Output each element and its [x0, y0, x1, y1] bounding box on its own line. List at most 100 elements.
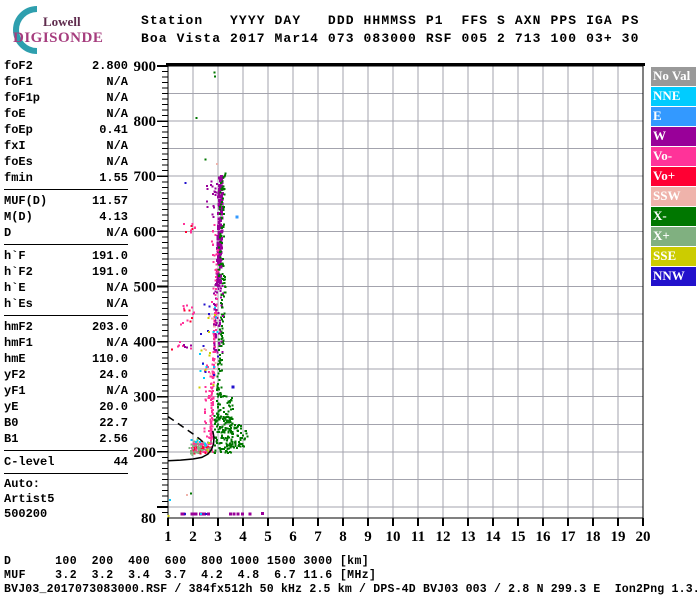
param-row: fxI N/A	[4, 138, 128, 154]
param-row: hmF2 203.0	[4, 319, 128, 335]
param-label: foEp	[4, 123, 33, 137]
svg-text:400: 400	[134, 335, 157, 351]
param-value: 24.0	[99, 368, 128, 382]
param-label: h`E	[4, 281, 26, 295]
param-row: foF1p N/A	[4, 90, 128, 106]
divider	[4, 189, 128, 190]
param-label: hmE	[4, 352, 26, 366]
param-row: MUF(D) 11.57	[4, 193, 128, 209]
param-value: 203.0	[91, 320, 128, 334]
svg-text:17: 17	[561, 529, 577, 545]
legend-label: SSW	[653, 188, 681, 203]
station-header: Station YYYY DAY DDD HHMMSS P1 FFS S AXN…	[141, 12, 639, 48]
svg-text:5: 5	[264, 529, 272, 545]
param-label: C-level	[4, 455, 55, 469]
param-value: N/A	[106, 139, 128, 153]
param-value: 191.0	[91, 265, 128, 279]
svg-text:80: 80	[141, 511, 156, 527]
logo-text-lowell: Lowell	[43, 14, 81, 29]
param-value: N/A	[106, 336, 128, 350]
param-row: C-level 44	[4, 454, 128, 470]
svg-text:6: 6	[289, 529, 297, 545]
legend-item: SSE	[651, 247, 696, 266]
autoscaling-text: Auto:	[4, 477, 41, 491]
svg-text:200: 200	[134, 445, 157, 461]
svg-text:14: 14	[486, 529, 502, 545]
param-label: MUF(D)	[4, 194, 48, 208]
param-value: N/A	[106, 91, 128, 105]
divider	[4, 244, 128, 245]
legend-item: SSW	[651, 187, 696, 206]
param-label: fmin	[4, 171, 33, 185]
param-value: 191.0	[91, 249, 128, 263]
param-row: yE 20.0	[4, 399, 128, 415]
param-row: B1 2.56	[4, 431, 128, 447]
svg-text:7: 7	[314, 529, 322, 545]
legend-label: E	[653, 108, 662, 123]
legend-label: Vo-	[653, 148, 673, 163]
param-value: 0.41	[99, 123, 128, 137]
param-row: h`Es N/A	[4, 296, 128, 312]
param-label: D	[4, 226, 12, 240]
autoscaling-info: Artist5	[4, 492, 128, 507]
param-label: foF2	[4, 59, 33, 73]
lowell-digisonde-logo: Lowell DIGISONDE	[4, 6, 134, 56]
param-label: yF1	[4, 384, 26, 398]
logo-arc-icon	[13, 6, 38, 54]
file-info-line: BVJ03_2017073083000.RSF / 384fx512h 50 k…	[4, 583, 700, 596]
param-value: 2.56	[99, 432, 128, 446]
svg-text:18: 18	[586, 529, 601, 545]
plot-border	[166, 63, 645, 519]
legend-item: X+	[651, 227, 696, 246]
station-header-values: Boa Vista 2017 Mar14 073 083000 RSF 005 …	[141, 31, 640, 46]
logo-text-digisonde: DIGISONDE	[13, 30, 104, 46]
svg-text:12: 12	[436, 529, 451, 545]
legend-item: W	[651, 127, 696, 146]
muf-distance-table: D 100 200 400 600 800 1000 1500 3000 [km…	[4, 555, 376, 583]
param-value: N/A	[106, 155, 128, 169]
y-axis-ticks	[157, 65, 168, 513]
svg-text:300: 300	[134, 390, 157, 406]
param-row: yF1 N/A	[4, 383, 128, 399]
muf-row: MUF 3.2 3.2 3.4 3.7 4.2 4.8 6.7 11.6 [MH…	[4, 569, 377, 582]
param-value: 44	[113, 455, 128, 469]
svg-text:2: 2	[189, 529, 197, 545]
svg-text:4: 4	[239, 529, 247, 545]
x-axis-labels: 1 2 3 4 5 6 7 8 9 10 11 12 13 14 15 16 17 18 19 20	[164, 529, 650, 545]
param-label: foF1p	[4, 91, 41, 105]
param-label: foE	[4, 107, 26, 121]
autoscaling-info: 500200	[4, 507, 128, 522]
param-row: B0 22.7	[4, 415, 128, 431]
autoscaling-text: 500200	[4, 507, 48, 521]
echo-points	[167, 71, 264, 517]
svg-text:11: 11	[411, 529, 425, 545]
param-value: 110.0	[91, 352, 128, 366]
param-row: foF1 N/A	[4, 74, 128, 90]
divider	[4, 473, 128, 474]
divider	[4, 315, 128, 316]
param-value: N/A	[106, 107, 128, 121]
param-label: foF1	[4, 75, 33, 89]
svg-text:15: 15	[511, 529, 526, 545]
legend-label: X+	[653, 228, 670, 243]
svg-text:16: 16	[536, 529, 552, 545]
x-axis-ticks	[167, 518, 644, 526]
legend-item: NNW	[651, 267, 696, 286]
svg-text:600: 600	[134, 224, 157, 240]
param-label: h`F	[4, 249, 26, 263]
svg-text:20: 20	[636, 529, 651, 545]
param-value: 1.55	[99, 171, 128, 185]
param-row: h`F 191.0	[4, 248, 128, 264]
param-value: 11.57	[91, 194, 128, 208]
param-row: h`F2 191.0	[4, 264, 128, 280]
param-value: 4.13	[99, 210, 128, 224]
station-header-columns: Station YYYY DAY DDD HHMMSS P1 FFS S AXN…	[141, 13, 640, 28]
legend-label: NNE	[653, 88, 681, 103]
param-row: h`E N/A	[4, 280, 128, 296]
svg-text:800: 800	[134, 114, 157, 130]
param-row: foE N/A	[4, 106, 128, 122]
param-label: h`F2	[4, 265, 33, 279]
legend-label: SSE	[653, 248, 677, 263]
